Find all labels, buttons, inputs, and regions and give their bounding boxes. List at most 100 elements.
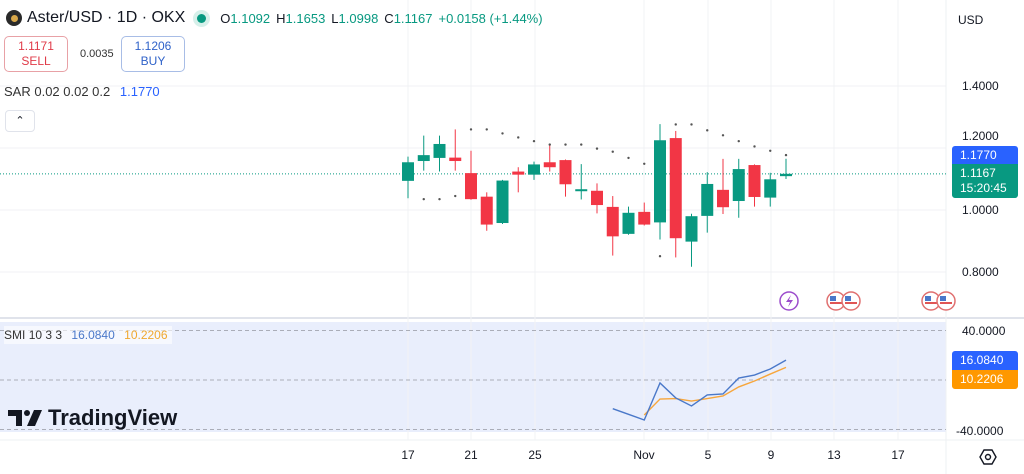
flag-canton [925, 296, 931, 301]
sar-dot [532, 139, 536, 143]
sar-dot [485, 128, 488, 131]
price-tick: 0.8000 [962, 265, 999, 279]
bar-countdown: 15:20:45 [960, 181, 1007, 195]
sar-dot [674, 123, 677, 126]
candle-up [402, 162, 414, 181]
smi-signal-tag: 10.2206 [952, 370, 1018, 389]
price-tick: 1.0000 [962, 203, 999, 217]
candle-down [591, 190, 603, 206]
sar-dot [627, 156, 630, 160]
sar-dot [769, 149, 772, 152]
sar-dot [753, 145, 756, 148]
candle-down [638, 211, 651, 225]
sell-button[interactable]: 1.1171 SELL [4, 36, 68, 72]
sar-dot [517, 136, 520, 139]
price-change: +0.0158 (+1.44%) [438, 10, 543, 26]
flag-stripe [925, 302, 937, 304]
smi-tick: -40.0000 [956, 424, 1004, 438]
sar-dot [501, 132, 504, 135]
candle-up [417, 155, 430, 162]
current-price: 1.1167 [960, 166, 996, 180]
smi-params: 10 3 3 [28, 328, 63, 342]
sar-dot [611, 150, 614, 153]
sar-dot [469, 128, 473, 131]
sar-price-tag: 1.1770 [952, 146, 1018, 164]
value: 1.1653 [285, 10, 326, 26]
smi-value: 16.0840 [71, 328, 115, 342]
time-tick: 17 [891, 448, 905, 462]
current-price-tag: 1.1167 15:20:45 [952, 164, 1018, 198]
tradingview-logo[interactable]: TradingView [8, 405, 177, 431]
market-open-status-icon [197, 13, 207, 23]
candle-down [480, 196, 493, 225]
candle-up [685, 216, 698, 242]
sar-dot [690, 123, 693, 126]
label: C [384, 10, 394, 26]
sar-dot [580, 143, 583, 146]
sar-dot [737, 139, 740, 143]
flag-stripe [830, 302, 842, 304]
time-tick: 13 [827, 448, 841, 462]
spread: 0.0035 [80, 48, 114, 60]
candle-down [559, 160, 572, 185]
candle-down [748, 165, 761, 197]
time-tick: 5 [704, 448, 712, 462]
chart-settings-gear-icon[interactable] [979, 448, 997, 466]
aster-logo-icon [6, 10, 22, 26]
tradingview-logo-icon [8, 410, 42, 426]
ohlc-high: H1.1653 [276, 11, 325, 26]
sar-dot [643, 162, 646, 166]
price-tick: 1.4000 [962, 79, 999, 93]
candle-down [669, 138, 682, 239]
sar-dot [548, 143, 551, 146]
sar-dot [721, 134, 725, 137]
flag-canton [830, 296, 836, 301]
candle-down [465, 173, 477, 200]
candle-up [654, 140, 666, 223]
candle-up [528, 164, 540, 175]
label: L [331, 10, 339, 26]
sar-dot [658, 254, 662, 258]
smi-signal-value: 10.2206 [124, 328, 168, 342]
smi-line [612, 359, 787, 421]
sar-value: 1.1770 [119, 84, 160, 99]
time-tick: 17 [401, 448, 415, 462]
sar-legend[interactable]: SAR 0.02 0.02 0.2 1.1770 [4, 84, 160, 99]
value: 1.1167 [393, 10, 433, 26]
candle-up [433, 143, 446, 158]
sell-price: 1.1171 [18, 39, 54, 53]
sar-dot [784, 153, 788, 157]
value: 1.1092 [230, 10, 271, 26]
time-tick: 9 [767, 448, 775, 462]
flag-stripe [940, 302, 952, 304]
candle-up [496, 180, 509, 224]
collapse-legend-button[interactable]: ⌃ [5, 110, 35, 132]
candle-up [701, 183, 714, 216]
time-tick: Nov [633, 448, 655, 462]
smi-legend[interactable]: SMI 10 3 3 16.0840 10.2206 [4, 326, 172, 344]
smi-label: SMI [4, 328, 26, 342]
candle-up [575, 189, 588, 192]
flag-canton [940, 296, 946, 301]
candle-down [449, 157, 462, 162]
candle-up [780, 173, 792, 177]
currency-button[interactable]: USD [958, 13, 984, 27]
buy-button[interactable]: 1.1206 BUY [121, 36, 185, 72]
buy-label: BUY [140, 54, 166, 68]
candle-down [543, 162, 556, 168]
value: 1.0998 [338, 10, 379, 26]
flag-canton [845, 296, 851, 301]
ohlc-low: L1.0998 [331, 11, 378, 26]
smi-signal-line [643, 366, 787, 416]
sar-dot [454, 194, 457, 198]
candle-up [764, 179, 777, 198]
sar-dot [706, 129, 709, 132]
time-tick: 25 [528, 448, 542, 462]
symbol-title[interactable]: Aster/USD · 1D · OKX [27, 9, 186, 26]
ohlc-open: O1.1092 [220, 11, 270, 26]
sar-dot [422, 197, 425, 201]
sar-params: 0.02 0.02 0.2 [34, 84, 111, 99]
candle-down [606, 206, 619, 237]
chevron-up-icon: ⌃ [15, 115, 25, 127]
